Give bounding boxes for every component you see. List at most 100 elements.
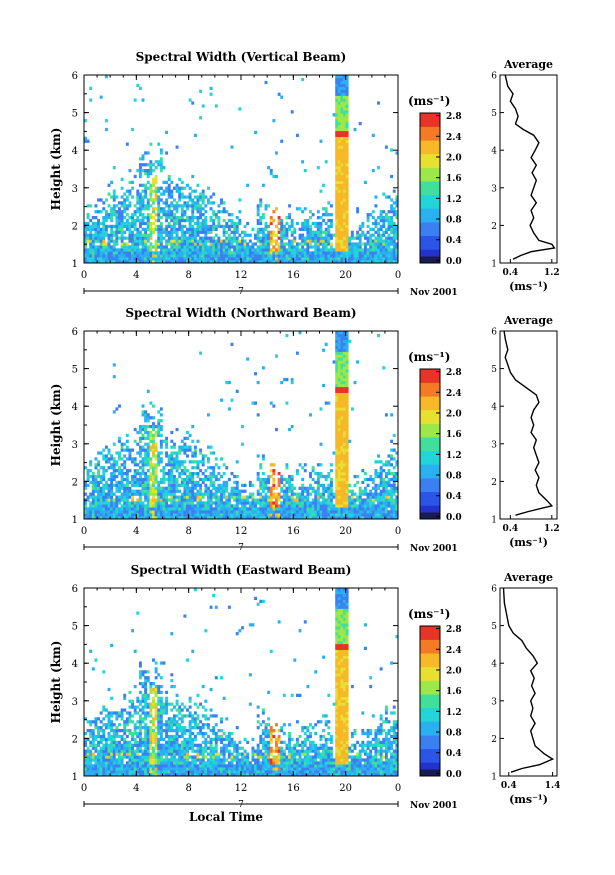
heatmap-cell [199, 221, 203, 226]
heatmap-cell [220, 198, 223, 202]
heatmap-cell [178, 474, 182, 479]
heatmap-cell [285, 513, 289, 517]
heatmap-cell [288, 489, 292, 493]
heatmap-cell [290, 507, 294, 511]
heatmap-cell [141, 457, 145, 461]
heatmap-cell [319, 463, 323, 467]
heatmap-cell [382, 486, 386, 490]
heatmap-cell [212, 218, 216, 223]
heatmap-cell [188, 242, 192, 246]
heatmap-cell [131, 495, 135, 499]
heatmap-cell [152, 466, 155, 470]
heatmap-cell [165, 180, 169, 184]
heatmap-cell [199, 492, 203, 496]
heatmap-cell [84, 510, 87, 514]
heatmap-cell [191, 242, 195, 246]
heatmap-cell [115, 230, 119, 234]
heatmap-cell [217, 516, 221, 519]
heatmap-cell [390, 204, 394, 208]
heatmap-cell [136, 430, 140, 435]
heatmap-cell [222, 224, 226, 229]
heatmap-cell [371, 516, 375, 519]
heatmap-cell [149, 195, 153, 199]
heatmap-cell [125, 498, 129, 502]
heatmap-cell [335, 236, 339, 240]
heatmap-cell [144, 413, 148, 417]
heatmap-cell [191, 257, 195, 261]
heatmap-cell [112, 195, 116, 199]
heatmap-cell [374, 230, 378, 234]
heatmap-cell [154, 507, 158, 511]
heatmap-cell [196, 224, 200, 229]
heatmap-cell [144, 451, 148, 455]
heatmap-cell [206, 248, 210, 252]
heatmap-cell [112, 723, 116, 727]
heatmap-cell [175, 186, 179, 190]
heatmap-cell [314, 501, 318, 505]
heatmap-cell [319, 257, 323, 261]
heatmap-cell [324, 507, 328, 511]
heatmap-cell [191, 498, 195, 502]
heatmap-cell [343, 439, 346, 443]
heatmap-cell [319, 189, 323, 193]
heatmap-cell [112, 504, 116, 508]
heatmap-cell [125, 218, 129, 223]
heatmap-cell [193, 454, 197, 458]
heatmap-cell [209, 224, 213, 229]
y-tick-label: 6 [72, 327, 78, 338]
heatmap-cell [238, 245, 242, 249]
heatmap-cell [340, 195, 344, 199]
heatmap-cell [295, 221, 299, 226]
heatmap-cell [309, 233, 312, 237]
heatmap-cell [154, 513, 158, 517]
heatmap-cell [178, 510, 182, 514]
heatmap-cell [382, 224, 386, 229]
heatmap-cell [319, 260, 323, 263]
heatmap-cell [222, 492, 226, 496]
heatmap-cell [345, 342, 349, 346]
heatmap-cell [84, 501, 87, 505]
heatmap-cell [84, 516, 87, 519]
heatmap-cell [340, 130, 344, 135]
heatmap-cell [84, 740, 87, 744]
heatmap-cell [285, 260, 289, 263]
heatmap-cell [382, 242, 386, 246]
heatmap-cell [133, 245, 137, 249]
heatmap-cell [128, 454, 132, 458]
heatmap-cell [141, 480, 145, 485]
colorbar-band [420, 167, 440, 175]
heatmap-cell [363, 486, 367, 490]
heatmap-cell [149, 213, 153, 217]
heatmap-cell [112, 740, 116, 744]
heatmap-cell [353, 483, 357, 487]
heatmap-cell [377, 242, 380, 246]
heatmap-cell [301, 224, 305, 229]
heatmap-cell [285, 498, 289, 502]
heatmap-cell [175, 233, 179, 237]
heatmap-cell [110, 257, 114, 261]
heatmap-cell [358, 242, 362, 246]
heatmap-cell [356, 254, 360, 258]
colorbar-band [420, 208, 440, 216]
heatmap-cell [254, 236, 257, 240]
heatmap-cell [110, 474, 114, 479]
heatmap-cell [327, 201, 331, 205]
heatmap-cell [233, 236, 237, 240]
heatmap-cell [144, 204, 148, 208]
heatmap-cell [89, 224, 93, 229]
heatmap-cell [136, 218, 140, 223]
heatmap-cell [390, 457, 394, 461]
heatmap-cell [343, 221, 346, 226]
heatmap-cell [178, 451, 182, 455]
heatmap-cell [162, 260, 166, 263]
heatmap-cell [225, 236, 229, 240]
heatmap-cell [264, 513, 268, 517]
heatmap-cell [206, 201, 210, 205]
heatmap-cell [188, 477, 192, 482]
average-x-label: (ms⁻¹) [509, 280, 548, 293]
heatmap-cell [196, 495, 200, 499]
heatmap-cell [141, 198, 145, 202]
heatmap-cell [350, 245, 354, 249]
heatmap-cell [144, 254, 148, 258]
heatmap-cell [269, 469, 273, 473]
